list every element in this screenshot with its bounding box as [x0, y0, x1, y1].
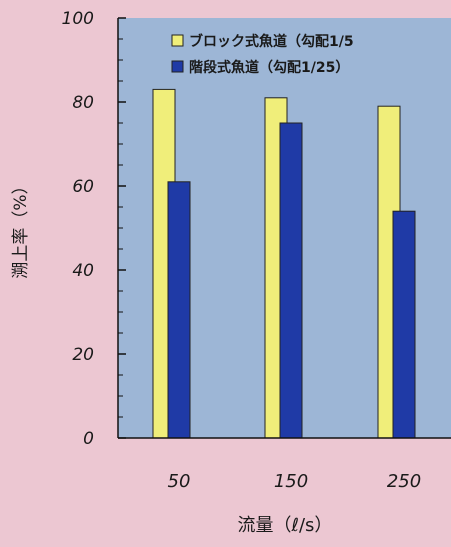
- legend-swatch-block-fishway: [171, 34, 184, 47]
- legend-swatch-stepped-fishway: [171, 60, 184, 73]
- x-tick-label: 250: [387, 471, 421, 492]
- y-tick-label: 60: [72, 177, 94, 197]
- legend-label-block-fishway: ブロック式魚道（勾配1/5: [189, 33, 354, 50]
- y-tick-label: 20: [72, 345, 94, 365]
- x-tick-label: 150: [274, 471, 308, 492]
- legend: ブロック式魚道（勾配1/5 階段式魚道（勾配1/25）: [171, 33, 354, 76]
- legend-label-stepped-fishway: 階段式魚道（勾配1/25）: [189, 59, 349, 76]
- y-tick-label: 100: [62, 9, 94, 29]
- x-axis-tick-labels: 50 150 250: [168, 471, 422, 492]
- x-tick-label: 50: [168, 471, 191, 492]
- y-tick-label: 40: [72, 261, 94, 281]
- bar-stepped-fishway-150: [279, 122, 303, 439]
- bar-stepped-fishway-250: [392, 210, 416, 439]
- y-tick-label: 80: [72, 93, 94, 113]
- y-axis-ticks: 0 20 40 60 80 100: [62, 9, 126, 449]
- y-axis-label: 溯上率（%）: [11, 177, 31, 278]
- bar-stepped-fishway-50: [167, 181, 191, 439]
- x-axis-label: 流量（ℓ/s）: [238, 515, 333, 536]
- y-tick-label: 0: [83, 429, 94, 449]
